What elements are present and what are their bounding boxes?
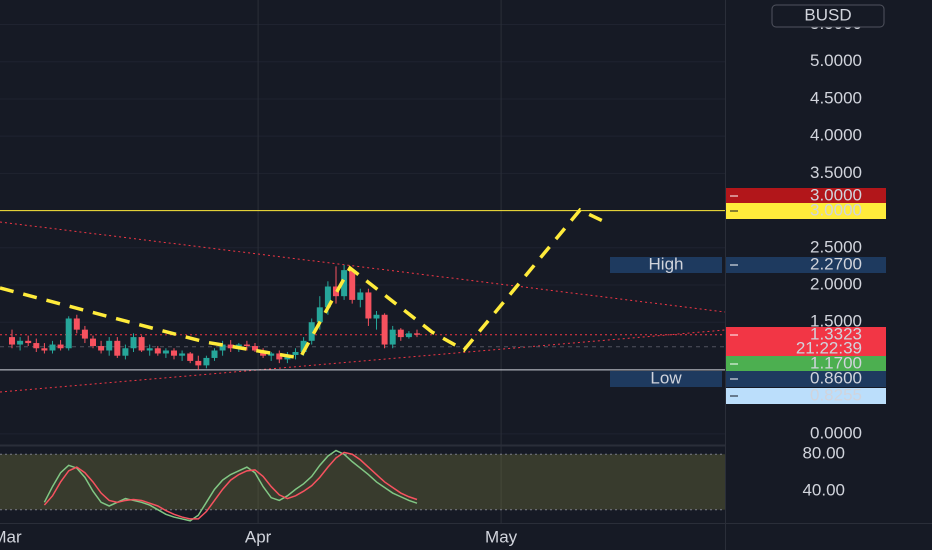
candle-body bbox=[81, 329, 88, 339]
candle-body bbox=[227, 344, 234, 349]
price-label: 0.8600 bbox=[810, 368, 862, 387]
y-tick-label: 3.5000 bbox=[810, 163, 862, 182]
candle-body bbox=[397, 329, 404, 338]
candle-body bbox=[308, 322, 315, 341]
candle-body bbox=[25, 340, 32, 344]
candle-body bbox=[316, 307, 323, 323]
candle-body bbox=[130, 337, 137, 349]
candle-body bbox=[357, 292, 364, 300]
price-name: Low bbox=[650, 368, 682, 387]
price-label: 0.8255 bbox=[810, 385, 862, 404]
candle-body bbox=[154, 348, 161, 354]
candle-body bbox=[389, 329, 396, 345]
candle-body bbox=[195, 360, 202, 366]
candle-body bbox=[73, 318, 80, 330]
price-name-box bbox=[610, 371, 722, 387]
y-tick-label: 2.5000 bbox=[810, 237, 862, 256]
price-label-box bbox=[726, 388, 886, 404]
candle-body bbox=[203, 357, 210, 366]
oscillator bbox=[0, 449, 725, 522]
price-label: 3.0000 bbox=[810, 200, 862, 219]
candle-body bbox=[122, 348, 129, 356]
candle-body bbox=[324, 286, 331, 308]
y-tick-label: 0.0000 bbox=[810, 423, 862, 442]
candle-body bbox=[219, 344, 226, 351]
price-name: High bbox=[649, 254, 684, 273]
price-lines bbox=[0, 210, 725, 371]
candle-body bbox=[187, 353, 194, 361]
x-tick-label: Apr bbox=[245, 527, 272, 546]
candle-body bbox=[211, 350, 218, 358]
currency-box bbox=[771, 4, 885, 28]
price-label-box bbox=[726, 188, 886, 204]
candle-body bbox=[33, 343, 40, 349]
trend-line bbox=[0, 221, 726, 313]
oscillator-line bbox=[43, 451, 418, 520]
osc-tick-label: 80.00 bbox=[802, 444, 845, 463]
forecast-path bbox=[0, 207, 606, 360]
candle-body bbox=[114, 340, 121, 356]
candle-body bbox=[276, 353, 283, 360]
y-tick-label: 4.5000 bbox=[810, 88, 862, 107]
price-label-box bbox=[726, 327, 886, 357]
candle-body bbox=[179, 353, 186, 356]
candles bbox=[9, 264, 420, 370]
candle-body bbox=[17, 340, 24, 345]
oscillator-line bbox=[43, 449, 418, 522]
candle-body bbox=[381, 314, 388, 345]
price-label: 1.1700 bbox=[810, 353, 862, 372]
candle-body bbox=[414, 333, 420, 335]
candle-body bbox=[405, 333, 412, 338]
grid bbox=[0, 0, 725, 523]
price-label-box bbox=[726, 203, 886, 219]
candle-body bbox=[365, 292, 372, 319]
candle-body bbox=[41, 348, 48, 351]
price-label: 1.3323 bbox=[810, 324, 862, 343]
candle-body bbox=[138, 337, 145, 351]
y-tick-label: 1.5000 bbox=[810, 312, 862, 331]
candle-body bbox=[349, 270, 356, 300]
candle-body bbox=[162, 350, 169, 354]
countdown: 21:22:39 bbox=[796, 338, 862, 357]
candle-body bbox=[252, 346, 258, 351]
price-label-box bbox=[726, 356, 886, 372]
candle-body bbox=[90, 338, 96, 347]
price-label: 2.2700 bbox=[810, 254, 862, 273]
x-tick-label: May bbox=[485, 527, 518, 546]
price-label-box bbox=[726, 257, 886, 273]
candle-body bbox=[300, 340, 307, 352]
candle-body bbox=[9, 337, 15, 345]
osc-tick-label: 40.00 bbox=[802, 481, 845, 500]
price-axis: 0.0000 1.5000 2.0000 2.5000 3.5000 4.0000 4.50… bbox=[0, 14, 886, 546]
candle-body bbox=[49, 344, 56, 351]
candle-body bbox=[57, 344, 64, 349]
y-tick-label: 5.0000 bbox=[810, 51, 862, 70]
y-tick-label: 2.0000 bbox=[810, 274, 862, 293]
candle-body bbox=[65, 318, 72, 349]
candle-body bbox=[268, 353, 275, 356]
candle-body bbox=[292, 351, 299, 355]
candle-body bbox=[98, 346, 105, 351]
trend-line bbox=[0, 329, 726, 393]
y-tick-label: 4.0000 bbox=[810, 126, 862, 145]
candle-body bbox=[341, 270, 348, 297]
candle-body bbox=[171, 350, 177, 356]
price-label: 3.0000 bbox=[810, 185, 862, 204]
x-tick-label: Mar bbox=[0, 527, 22, 546]
currency: BUSD bbox=[804, 5, 851, 24]
candle-body bbox=[106, 340, 113, 351]
candle-body bbox=[146, 348, 153, 351]
candle-body bbox=[373, 314, 380, 319]
candle-body bbox=[243, 344, 250, 347]
price-name-box bbox=[610, 257, 722, 273]
price-label-box bbox=[726, 371, 886, 387]
